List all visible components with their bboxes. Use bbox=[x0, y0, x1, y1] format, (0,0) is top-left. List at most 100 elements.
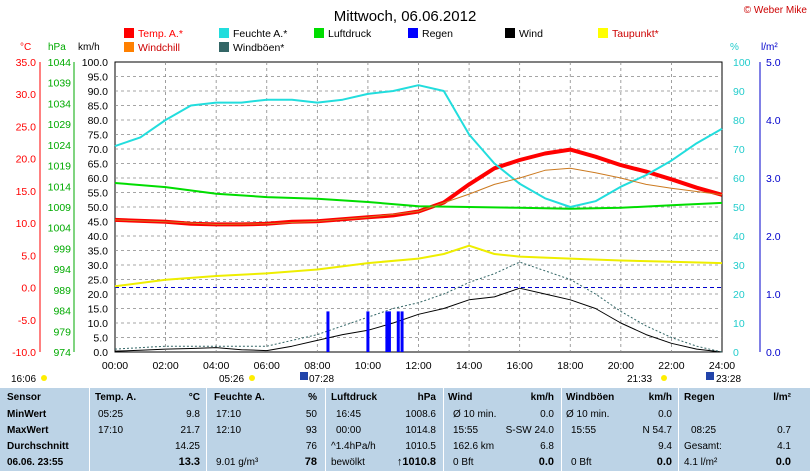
press-min: 1008.6 bbox=[405, 409, 436, 420]
header-hum-unit: % bbox=[308, 392, 317, 403]
temp-axis-label: -5.0 bbox=[18, 315, 36, 327]
temp-min: 9.8 bbox=[186, 409, 200, 420]
hpa-axis-label: 1044 bbox=[48, 57, 72, 69]
gust-row3: 9.4 bbox=[658, 441, 672, 452]
x-tick-label: 04:00 bbox=[203, 360, 229, 372]
header-gust: Windböen bbox=[566, 392, 615, 403]
hum-avg: 76 bbox=[305, 441, 317, 452]
legend-label: Wind bbox=[519, 28, 543, 40]
pct-axis-label: 90 bbox=[733, 86, 745, 98]
stats-divider bbox=[561, 388, 562, 471]
legend-label: Windchill bbox=[138, 42, 180, 54]
header-rain-unit: l/m² bbox=[773, 392, 791, 403]
hpa-axis-label: 999 bbox=[53, 243, 71, 255]
label-avg: Durchschnitt bbox=[7, 441, 69, 452]
kmh-axis-label: 90.0 bbox=[88, 86, 109, 98]
series-line-taupunkt bbox=[114, 244, 723, 288]
hum-now: 78 bbox=[304, 456, 317, 468]
rain-row3: 4.1 bbox=[777, 441, 791, 452]
x-tick-label: 14:00 bbox=[456, 360, 482, 372]
stats-divider bbox=[325, 388, 326, 471]
sunset-sun-icon bbox=[661, 375, 667, 381]
hpa-axis-label: 1039 bbox=[48, 78, 72, 90]
x-tick-label: 12:00 bbox=[405, 360, 431, 372]
hpa-axis-label: 1004 bbox=[48, 223, 72, 235]
kmh-axis-label: 75.0 bbox=[88, 130, 109, 142]
rain-axis-label: 5.0 bbox=[766, 57, 781, 69]
gust-bft: 0 Bft bbox=[571, 457, 592, 468]
wind-bft: 0 Bft bbox=[453, 457, 474, 468]
wind-now: 0.0 bbox=[538, 456, 554, 468]
press-trend: ^1.4hPa/h bbox=[331, 441, 376, 452]
kmh-axis-label: 15.0 bbox=[88, 304, 109, 316]
temp-axis-label: -10.0 bbox=[12, 347, 36, 359]
pct-axis-label: 10 bbox=[733, 318, 745, 330]
sun-moon-row: 16:06 05:26 07:28 21:33 23:28 bbox=[11, 372, 741, 385]
series-line-feuchte-a bbox=[114, 84, 723, 208]
day-start-label: 16:06 bbox=[11, 374, 36, 385]
x-tick-label: 24:00 bbox=[709, 360, 735, 372]
kmh-axis-label: 65.0 bbox=[88, 159, 109, 171]
temp-now: 13.3 bbox=[178, 456, 200, 468]
legend-swatch bbox=[505, 28, 515, 38]
sunrise-sun-icon bbox=[249, 375, 255, 381]
rain-axis-label: 4.0 bbox=[766, 115, 781, 127]
temp-axis-label: 5.0 bbox=[21, 250, 36, 262]
pct-axis-label: 20 bbox=[733, 289, 745, 301]
pct-axis-label: 40 bbox=[733, 231, 745, 243]
rain-bar bbox=[366, 311, 370, 352]
hpa-axis-label: 984 bbox=[53, 306, 71, 318]
legend-swatch bbox=[598, 28, 608, 38]
hum-max: 93 bbox=[305, 425, 317, 436]
x-tick-label: 22:00 bbox=[658, 360, 684, 372]
x-tick-label: 18:00 bbox=[557, 360, 583, 372]
unit-temp: °C bbox=[20, 42, 31, 53]
kmh-axis-label: 95.0 bbox=[88, 72, 109, 84]
hpa-axis-label: 1029 bbox=[48, 119, 72, 131]
wind-row3: 6.8 bbox=[540, 441, 554, 452]
kmh-axis-label: 55.0 bbox=[88, 188, 109, 200]
label-now: 06.06. 23:55 bbox=[7, 457, 64, 468]
unit-kmh: km/h bbox=[78, 42, 100, 53]
header-press: Luftdruck bbox=[331, 392, 378, 403]
sunset-label: 21:33 bbox=[627, 374, 652, 385]
legend-label: Temp. A.* bbox=[138, 28, 183, 40]
x-tick-label: 10:00 bbox=[355, 360, 381, 372]
kmh-axis-label: 60.0 bbox=[88, 173, 109, 185]
stats-col-wind: Wind km/h Ø 10 min. 0.0 15:55 S-SW 24.0 … bbox=[444, 388, 561, 471]
temp-axis-label: 10.0 bbox=[16, 218, 37, 230]
rain-now: 0.0 bbox=[775, 456, 791, 468]
label-max: MaxWert bbox=[7, 425, 49, 436]
temp-max-time: 17:10 bbox=[98, 425, 124, 436]
stats-panel: Sensor MinWert MaxWert Durchschnitt 06.0… bbox=[0, 388, 810, 471]
hpa-axis-label: 1014 bbox=[48, 181, 72, 193]
temp-axis-label: 15.0 bbox=[16, 186, 37, 198]
gust-row2: N 54.7 bbox=[642, 425, 672, 436]
legend-swatch bbox=[314, 28, 324, 38]
legend-swatch bbox=[408, 28, 418, 38]
rain-row2: 0.7 bbox=[777, 425, 791, 436]
rain-axis-label: 0.0 bbox=[766, 347, 781, 359]
pct-axis-label: 70 bbox=[733, 144, 745, 156]
sunrise-label: 05:26 bbox=[219, 374, 244, 385]
press-max-time: 00:00 bbox=[336, 425, 362, 436]
press-weather: bewölkt bbox=[331, 457, 365, 468]
stats-divider bbox=[206, 388, 207, 471]
header-press-unit: hPa bbox=[417, 392, 436, 403]
press-now: ↑1010.8 bbox=[396, 456, 436, 468]
temp-avg: 14.25 bbox=[174, 441, 200, 452]
kmh-axis-label: 50.0 bbox=[88, 202, 109, 214]
pct-axis-label: 80 bbox=[733, 115, 745, 127]
press-min-time: 16:45 bbox=[336, 409, 362, 420]
legend-label: Windböen* bbox=[233, 42, 284, 54]
gust-row1: 0.0 bbox=[658, 409, 672, 420]
legend-label: Taupunkt* bbox=[612, 28, 659, 40]
series-line-luftdruck bbox=[114, 182, 723, 210]
credit-text: © Weber Mike bbox=[744, 5, 808, 16]
series-line-windb-en bbox=[114, 261, 723, 353]
rain-bar bbox=[385, 311, 389, 352]
rain-bar bbox=[326, 311, 330, 352]
kmh-axis-label: 30.0 bbox=[88, 260, 109, 272]
wind-row1-label: Ø 10 min. bbox=[453, 409, 497, 420]
x-tick-label: 06:00 bbox=[254, 360, 280, 372]
